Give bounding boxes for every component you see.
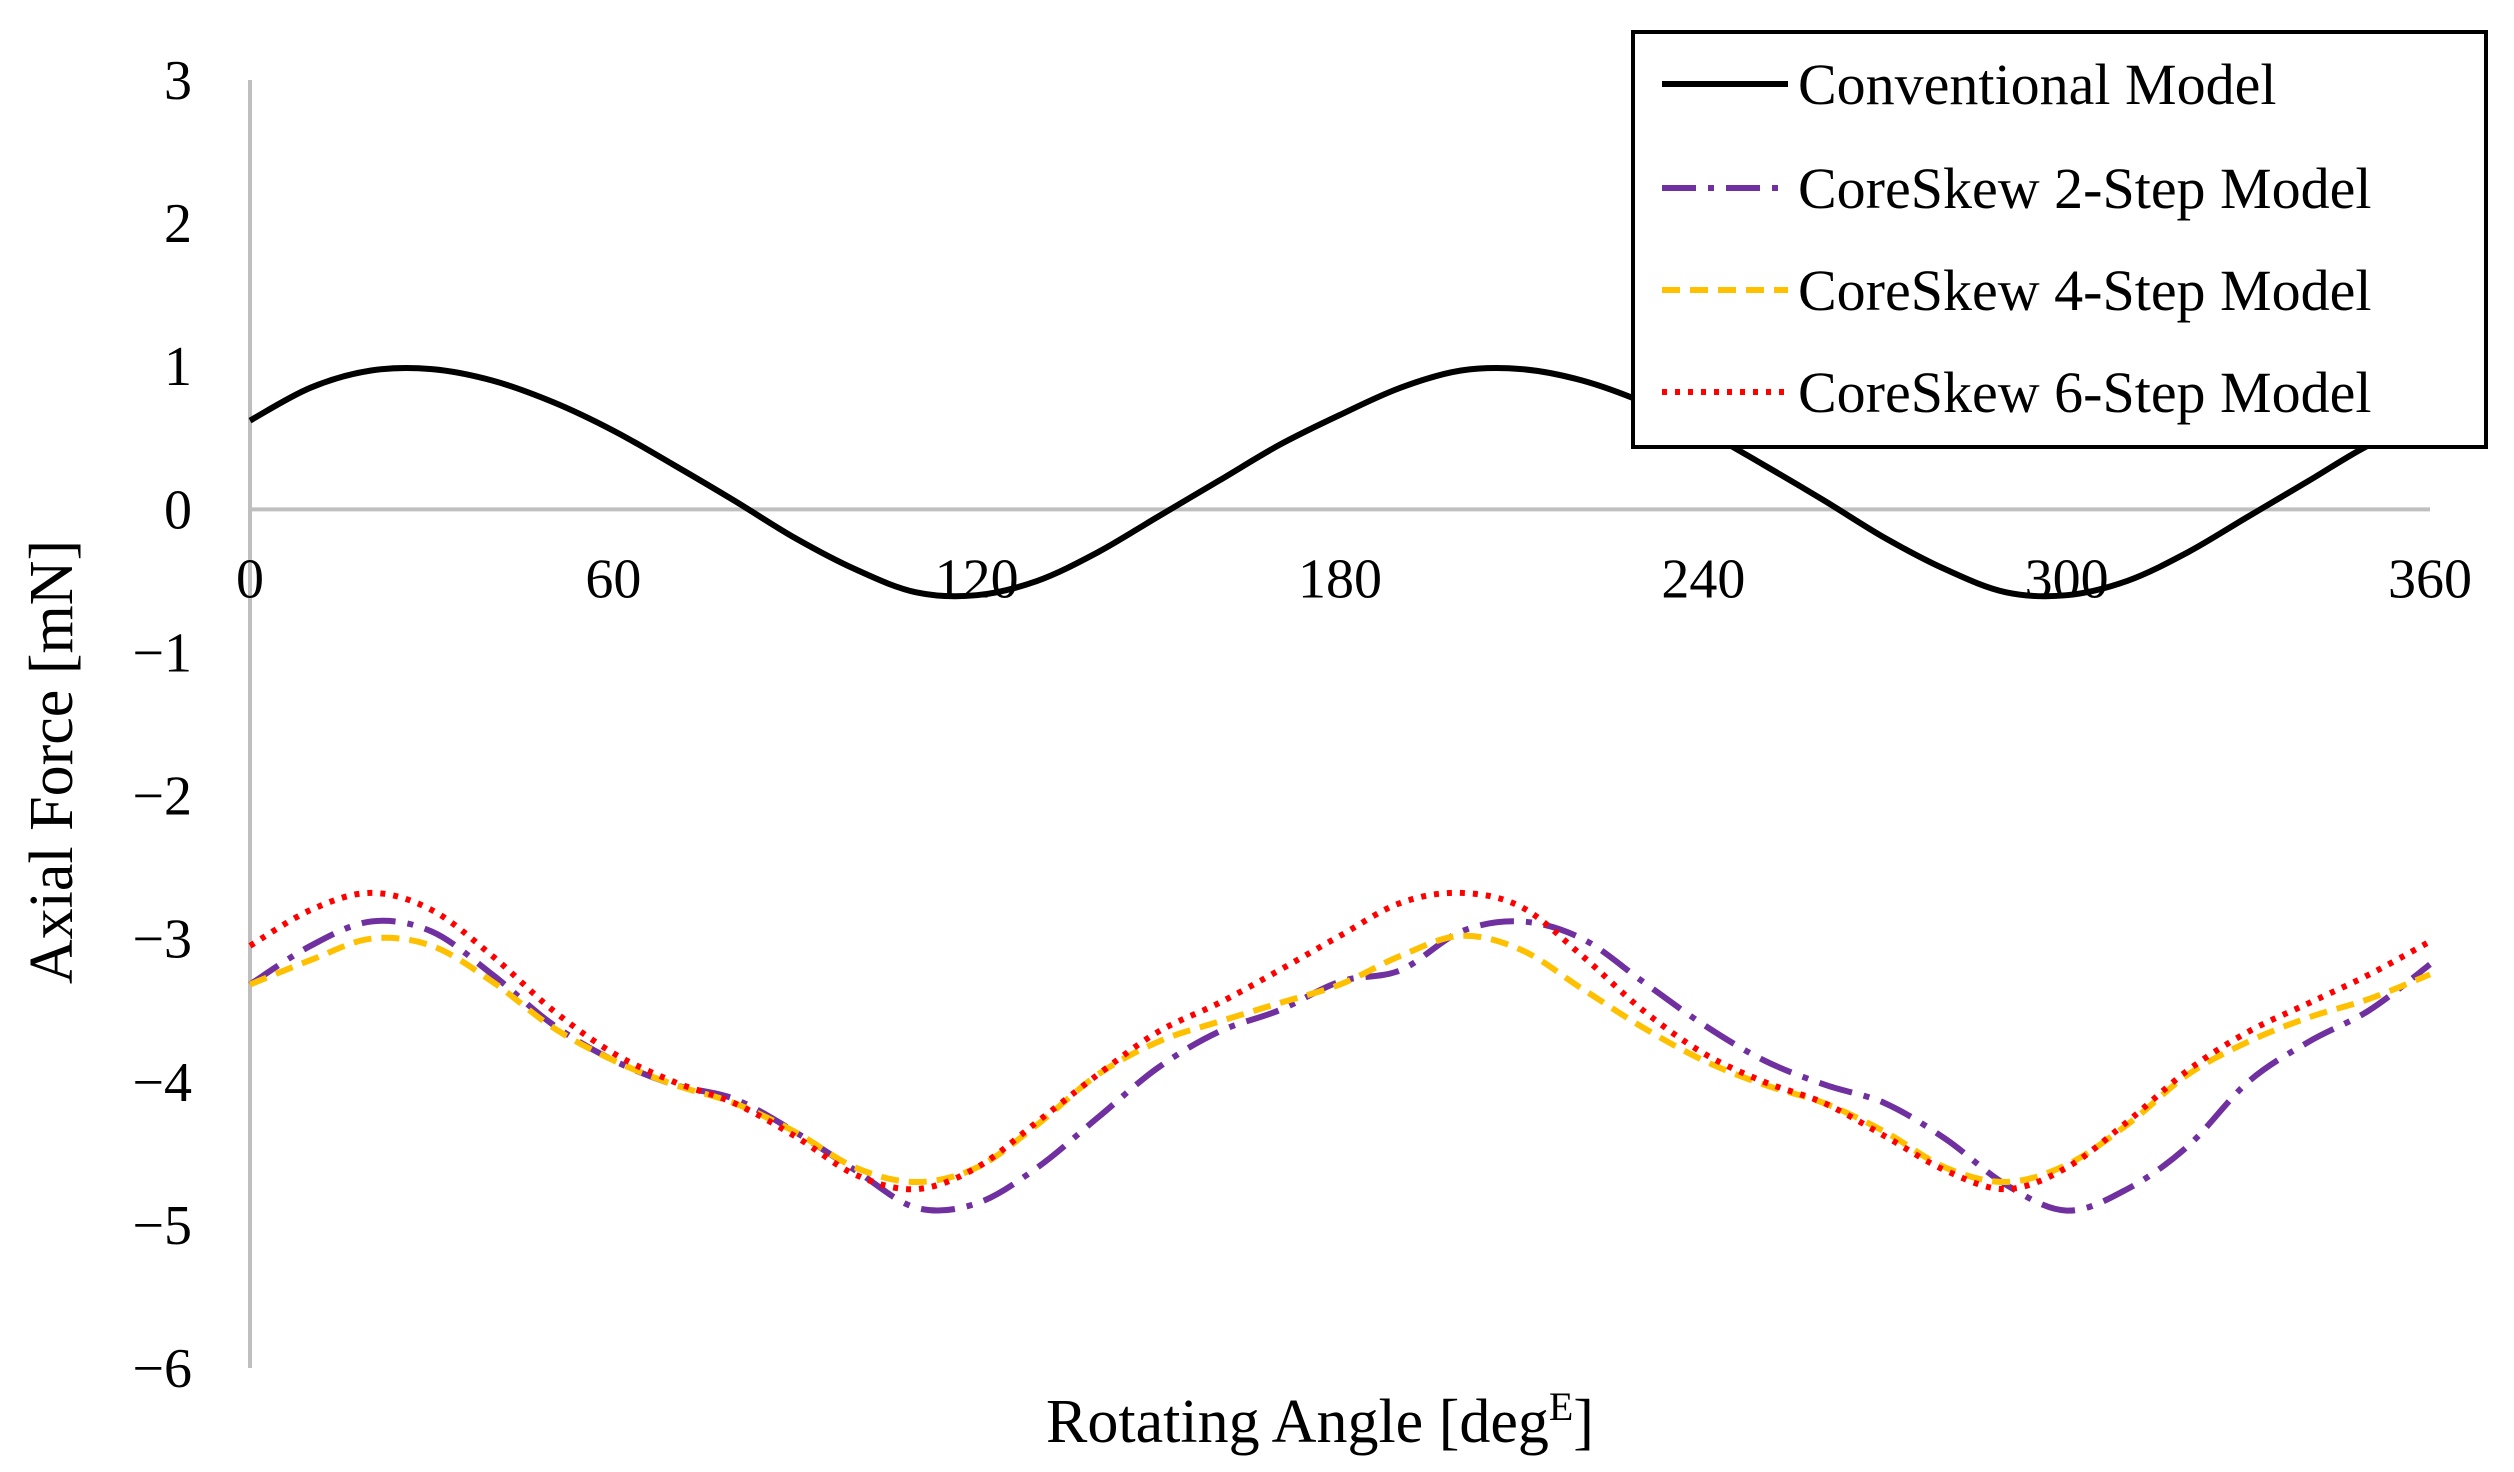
y-tick-label: −3 xyxy=(132,909,192,971)
x-tick-label: 300 xyxy=(2025,548,2109,610)
series-line-4 xyxy=(248,889,2432,1193)
y-tick-label: 2 xyxy=(164,193,192,255)
x-axis-title-superscript: E xyxy=(1549,1384,1573,1429)
x-axis-title-main: Rotating Angle [deg xyxy=(1046,1388,1549,1456)
legend-box xyxy=(1631,30,2488,449)
legend: Conventional Model CoreSkew 2-Step Model… xyxy=(1631,30,2488,449)
y-tick-label: 0 xyxy=(164,479,192,541)
x-tick-label: 60 xyxy=(585,548,641,610)
series-line-2 xyxy=(248,917,2432,1214)
axes xyxy=(248,80,2430,1368)
y-tick-label: −5 xyxy=(132,1195,192,1257)
legend-label-6step: CoreSkew 6-Step Model xyxy=(1798,360,2372,425)
x-tick-label: 240 xyxy=(1661,548,1745,610)
series-line-3 xyxy=(248,932,2432,1186)
y-tick-label: −6 xyxy=(132,1338,192,1400)
x-tick-labels: 0 60 120 180 240 300 360 xyxy=(236,548,2472,610)
y-tick-label: −2 xyxy=(132,766,192,828)
y-tick-label: 1 xyxy=(164,336,192,398)
series-line-1 xyxy=(248,364,2432,600)
legend-label-2step: CoreSkew 2-Step Model xyxy=(1798,156,2372,221)
x-axis-title-end: ] xyxy=(1573,1388,1594,1456)
x-tick-label: 360 xyxy=(2388,548,2472,610)
y-tick-label: 3 xyxy=(164,50,192,112)
y-tick-label: −4 xyxy=(132,1052,192,1114)
x-tick-label: 0 xyxy=(236,548,264,610)
x-tick-label: 120 xyxy=(935,548,1019,610)
legend-label-conventional: Conventional Model xyxy=(1798,52,2276,117)
y-tick-label: −1 xyxy=(132,622,192,684)
y-tick-labels: 3 2 1 0 −1 −2 −3 −4 −5 −6 xyxy=(132,50,192,1400)
x-tick-label: 180 xyxy=(1298,548,1382,610)
plot-area xyxy=(248,364,2432,1214)
x-axis-title: Rotating Angle [degE] xyxy=(1046,1384,1594,1456)
legend-label-4step: CoreSkew 4-Step Model xyxy=(1798,258,2372,323)
y-axis-title: Axial Force [mN] xyxy=(18,540,86,984)
